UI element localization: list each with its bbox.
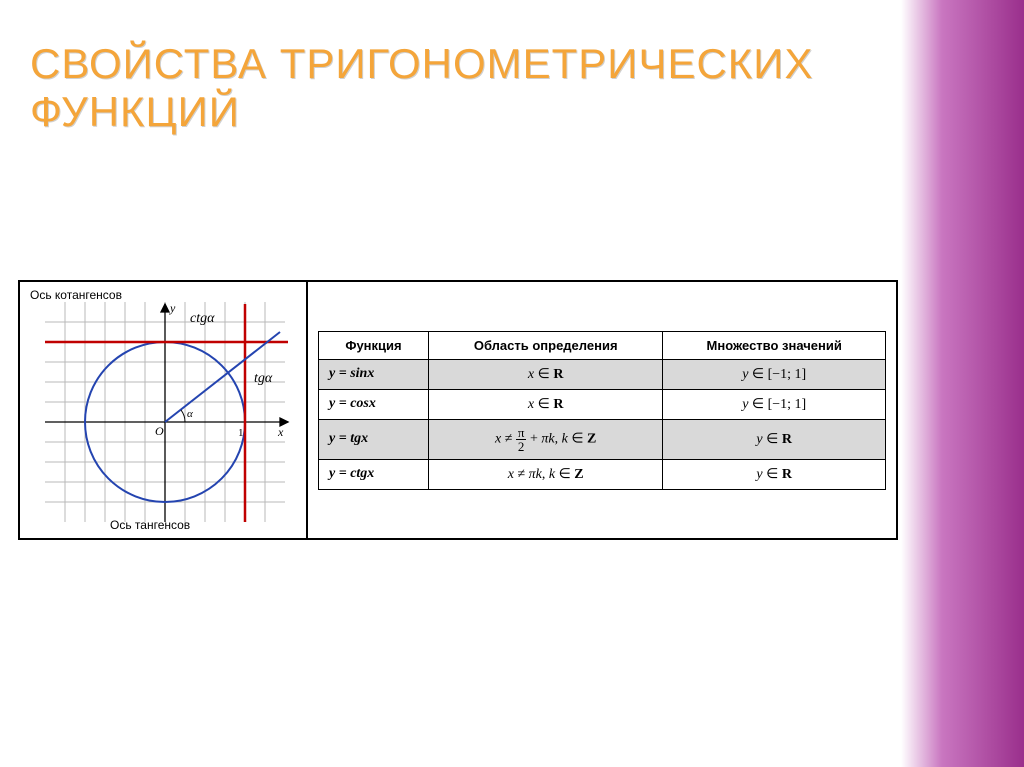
cell-range: y ∈ [−1; 1]: [663, 389, 886, 419]
y-axis-label: y: [169, 301, 176, 315]
cell-range: y ∈ [−1; 1]: [663, 359, 886, 389]
unit-circle-diagram: Ось котангенсов: [18, 280, 308, 540]
properties-table-container: Функция Область определения Множество зн…: [308, 280, 898, 540]
cell-range: y ∈ R: [663, 419, 886, 459]
alpha-label: α: [187, 408, 193, 420]
col-range: Множество значений: [663, 331, 886, 359]
table-row: y = sinx x ∈ R y ∈ [−1; 1]: [319, 359, 886, 389]
slide-title: Свойства тригонометрических функций: [30, 40, 910, 137]
table-row: y = tgx x ≠ π2 + πk, k ∈ Z y ∈ R: [319, 419, 886, 459]
col-domain: Область определения: [428, 331, 662, 359]
one-label: 1: [238, 427, 244, 439]
content-row: Ось котангенсов: [18, 280, 898, 540]
cell-domain: x ∈ R: [428, 389, 662, 419]
cell-fn: y = cosx: [319, 389, 429, 419]
col-function: Функция: [319, 331, 429, 359]
tangent-axis-label: Ось тангенсов: [110, 518, 190, 532]
cotangent-axis-label: Ось котангенсов: [30, 288, 122, 302]
tg-label: tgα: [254, 371, 273, 386]
cell-domain: x ≠ π2 + πk, k ∈ Z: [428, 419, 662, 459]
properties-table: Функция Область определения Множество зн…: [318, 331, 886, 490]
cell-domain: x ≠ πk, k ∈ Z: [428, 459, 662, 489]
table-header-row: Функция Область определения Множество зн…: [319, 331, 886, 359]
diagram-svg: ctgα tgα α x y O 1: [20, 282, 306, 538]
cell-fn: y = sinx: [319, 359, 429, 389]
origin-label: O: [155, 424, 164, 438]
table-row: y = cosx x ∈ R y ∈ [−1; 1]: [319, 389, 886, 419]
slide: Свойства тригонометрических функций Ось …: [0, 0, 1024, 767]
cell-domain: x ∈ R: [428, 359, 662, 389]
cell-range: y ∈ R: [663, 459, 886, 489]
ctg-label: ctgα: [190, 311, 215, 326]
cell-fn: y = ctgx: [319, 459, 429, 489]
x-axis-label: x: [277, 425, 284, 439]
table-row: y = ctgx x ≠ πk, k ∈ Z y ∈ R: [319, 459, 886, 489]
cell-fn: y = tgx: [319, 419, 429, 459]
